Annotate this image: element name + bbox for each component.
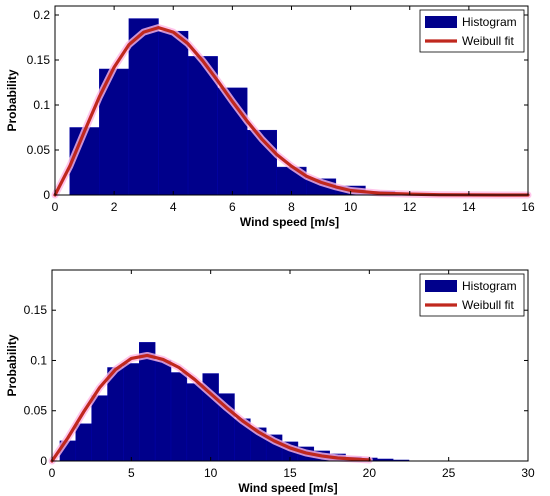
legend-label-weibull: Weibull fit (462, 298, 514, 312)
histogram-bar (107, 367, 124, 462)
legend-histogram-swatch (425, 16, 457, 28)
bottom-histogram-chart: 0 5 10 15 20 25 30 0 0.05 0.1 0.15 Wind speed [m/s]… (5, 269, 535, 495)
y-tick-label: 0.1 (30, 353, 47, 367)
x-tick-label: 8 (288, 200, 295, 214)
legend-label-histogram: Histogram (462, 15, 517, 29)
x-tick-label: 5 (128, 466, 135, 480)
y-tick-label: 0 (43, 188, 50, 202)
y-tick-label: 0.2 (33, 8, 50, 22)
y-axis-label: Probability (5, 334, 19, 396)
y-tick-label: 0.05 (24, 404, 48, 418)
x-tick-label: 15 (283, 466, 297, 480)
x-tick-label: 0 (49, 466, 56, 480)
histogram-bar (170, 372, 188, 462)
top-histogram-chart: 0 2 4 6 8 10 12 14 16 0 0.05 0.1 0.15 0.2 Wind speed [… (5, 5, 535, 229)
legend-label-weibull: Weibull fit (462, 34, 514, 48)
x-tick-label: 12 (403, 200, 417, 214)
weibull-fit-line (50, 353, 371, 463)
x-tick-label: 6 (229, 200, 236, 214)
x-tick-label: 20 (363, 466, 377, 480)
legend: Histogram Weibull fit (419, 273, 525, 317)
y-tick-label: 0.05 (27, 143, 51, 157)
x-axis-label: Wind speed [m/s] (240, 215, 339, 229)
x-tick-label: 2 (111, 200, 118, 214)
y-tick-label: 0 (40, 454, 47, 468)
x-tick-label: 25 (442, 466, 456, 480)
weibull-fit-line (53, 26, 530, 197)
legend-histogram-swatch (425, 280, 457, 292)
y-tick-label: 0.15 (27, 53, 51, 67)
x-tick-label: 16 (521, 200, 535, 214)
y-axis-label: Probability (5, 69, 19, 131)
x-tick-label: 10 (344, 200, 358, 214)
x-axis-label: Wind speed [m/s] (238, 481, 337, 495)
y-tick-label: 0.1 (33, 98, 50, 112)
histogram-bar (75, 423, 92, 462)
x-tick-label: 14 (462, 200, 476, 214)
y-tick-label: 0.15 (24, 303, 48, 317)
histogram-bar (154, 360, 172, 462)
x-tick-label: 4 (170, 200, 177, 214)
histogram-bar (158, 30, 189, 196)
histogram-bar (91, 395, 108, 462)
x-tick-label: 0 (52, 200, 59, 214)
histogram-bar (128, 18, 159, 196)
legend: Histogram Weibull fit (419, 9, 525, 53)
histogram-bar (186, 383, 203, 462)
histogram-bar (123, 363, 140, 462)
legend-label-histogram: Histogram (462, 279, 517, 293)
x-tick-label: 30 (521, 466, 535, 480)
x-tick-label: 10 (204, 466, 218, 480)
